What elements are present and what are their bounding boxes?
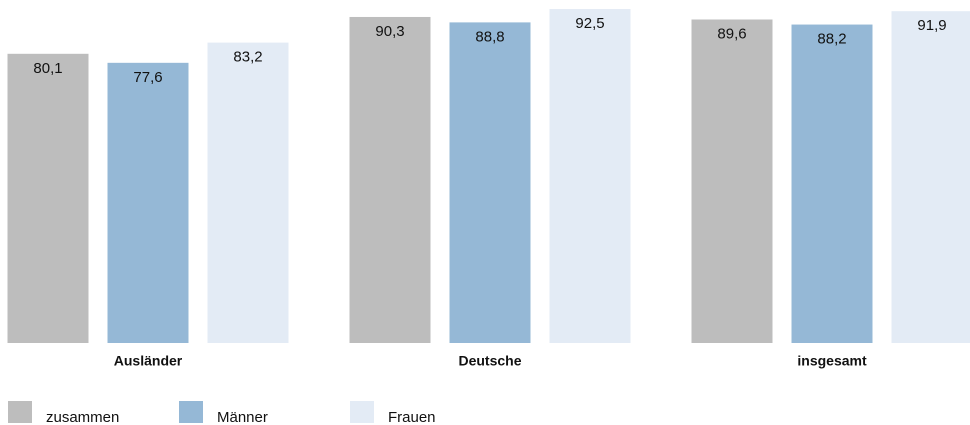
bar (791, 24, 873, 344)
bar (549, 9, 631, 344)
value-label: 90,3 (375, 23, 404, 40)
value-label: 92,5 (575, 15, 604, 32)
bar (691, 19, 773, 344)
legend-label: zusammen (46, 409, 119, 425)
value-label: 83,2 (233, 49, 262, 66)
value-label: 80,1 (33, 60, 62, 77)
bar (207, 42, 289, 343)
bar (7, 53, 89, 343)
category-label: Ausländer (114, 353, 183, 369)
value-label: 88,8 (475, 28, 504, 45)
bar (449, 22, 531, 344)
value-label: 89,6 (717, 25, 746, 42)
value-label: 88,2 (817, 31, 846, 48)
category-label: Deutsche (458, 353, 521, 369)
bar (107, 62, 189, 344)
category-label: insgesamt (797, 353, 867, 369)
legend-swatch (8, 401, 32, 423)
bar (349, 16, 431, 343)
value-label: 91,9 (917, 17, 946, 34)
bar (891, 11, 970, 344)
legend-swatch (179, 401, 203, 423)
legend-label: Frauen (388, 409, 436, 425)
value-label: 77,6 (133, 69, 162, 86)
legend-label: Männer (217, 409, 268, 425)
legend-swatch (350, 401, 374, 423)
